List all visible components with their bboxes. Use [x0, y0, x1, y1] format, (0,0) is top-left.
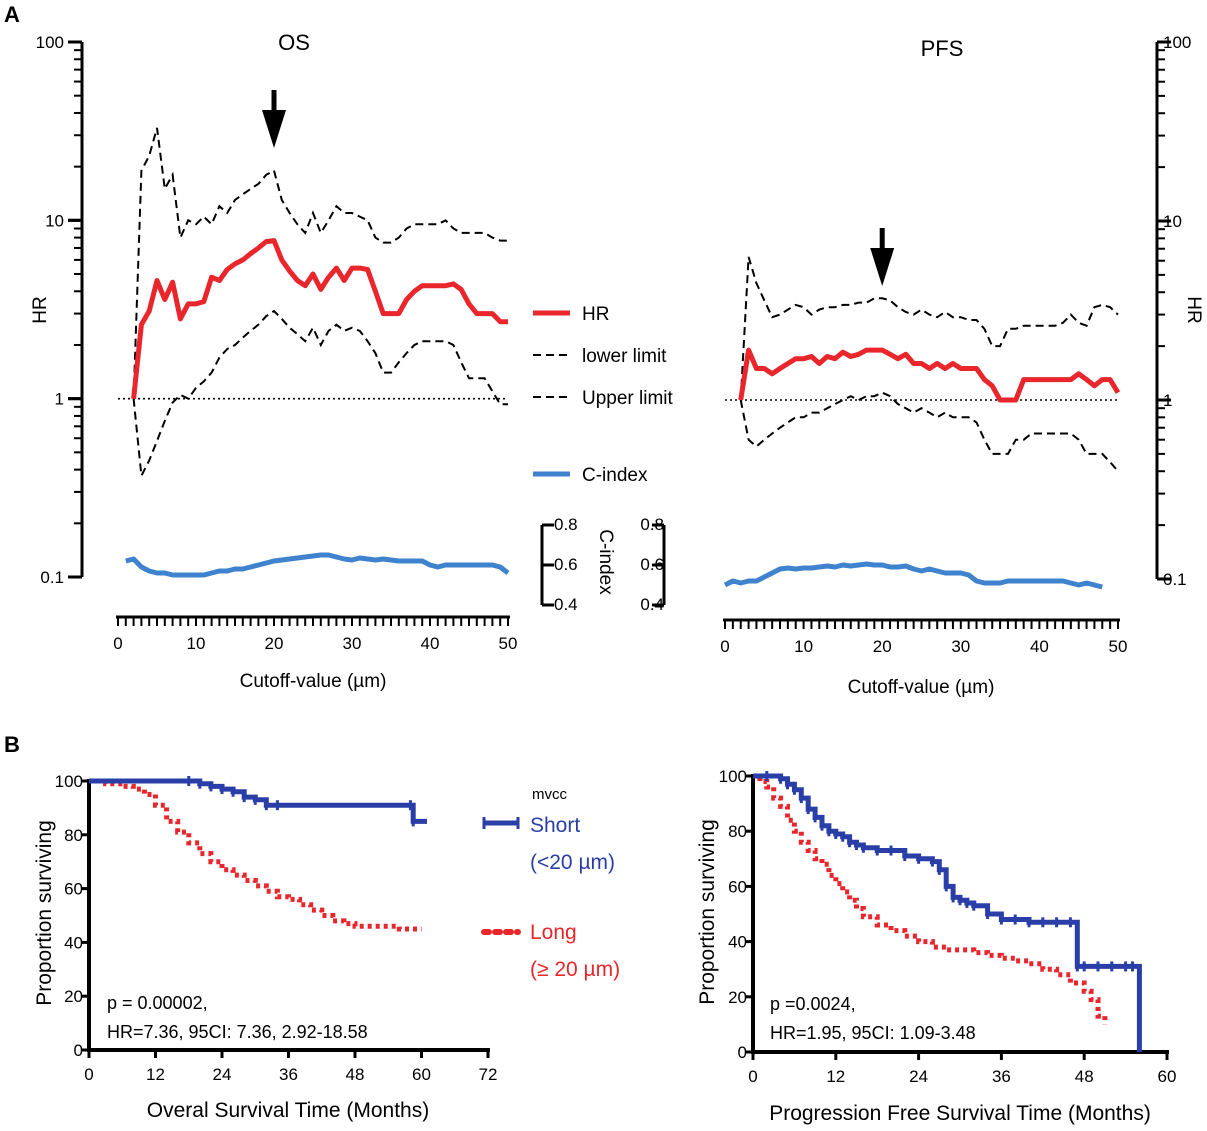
os-km-y-axis-title: Proportion surviving — [33, 820, 56, 1006]
y-tick-label: 100 — [36, 33, 64, 52]
pfs-km-hr-ci: HR=1.95, 95CI: 1.09-3.48 — [770, 1023, 976, 1043]
os-cindex-tick-label: 0.8 — [554, 515, 578, 534]
os-hr-chart: OS HR Cutoff-value (µm) 0.8 0.6 0.4 C-in… — [30, 30, 616, 692]
y-tick-label: 0 — [738, 1043, 747, 1062]
upper-limit-line — [739, 256, 1119, 401]
pfs-y-axis-title: HR — [1183, 296, 1204, 323]
pfs-km-p-value: p =0.0024, — [770, 994, 856, 1014]
arrow-head — [870, 248, 895, 286]
pfs-title: PFS — [921, 36, 964, 61]
x-tick-label: 10 — [794, 637, 813, 656]
upper-limit-line — [132, 127, 508, 399]
os-cindex-tick-label: 0.4 — [554, 595, 578, 614]
legend-b-title: mvcc — [532, 786, 567, 803]
long-curve — [89, 778, 422, 932]
legend-short-range: (<20 µm) — [530, 851, 615, 874]
x-tick-label: 48 — [1075, 1067, 1094, 1086]
x-tick-label: 48 — [346, 1065, 365, 1084]
x-tick-label: 20 — [873, 637, 892, 656]
y-tick-label: 0.1 — [40, 568, 64, 587]
legend-b: mvcc Short (<20 µm) Long (≥ 20 µm) — [481, 786, 620, 981]
y-tick-label: 10 — [45, 211, 64, 230]
legend-lower-label: lower limit — [582, 346, 667, 367]
pfs-km-y-axis-title: Proportion surviving — [696, 819, 719, 1005]
hr-line — [131, 238, 508, 399]
y-tick-label: 0 — [74, 1041, 83, 1060]
cindex-line — [723, 561, 1103, 590]
legend-long-range: (≥ 20 µm) — [530, 958, 620, 981]
x-tick-label: 12 — [146, 1065, 165, 1084]
y-tick-label: 20 — [64, 987, 83, 1006]
x-tick-label: 30 — [951, 637, 970, 656]
os-cindex-tick-label: 0.6 — [554, 555, 578, 574]
x-tick-label: 36 — [992, 1067, 1011, 1086]
y-tick-label: 1 — [55, 390, 64, 409]
legend-hr-label: HR — [582, 304, 609, 325]
x-tick-label: 40 — [1030, 637, 1049, 656]
y-tick-label: 0.1 — [1163, 570, 1187, 589]
os-cindex-axis-title: C-index — [595, 529, 616, 595]
legend-short-label: Short — [530, 814, 580, 837]
lower-limit-line — [739, 391, 1119, 472]
y-tick-label: 80 — [728, 822, 747, 841]
y-tick-label: 40 — [64, 933, 83, 952]
x-tick-label: 50 — [499, 634, 518, 653]
legend-upper-label: Upper limit — [582, 388, 674, 409]
y-tick-label: 20 — [728, 988, 747, 1007]
panel-label-b: B — [4, 732, 20, 757]
x-tick-label: 50 — [1109, 637, 1128, 656]
cindex-line — [125, 552, 510, 578]
x-tick-label: 0 — [113, 634, 122, 653]
legend-cindex-label: C-index — [582, 465, 648, 486]
x-tick-label: 40 — [421, 634, 440, 653]
os-km-chart: Overal Survival Time (Months) Proportion… — [33, 772, 497, 1122]
arrow-head — [262, 110, 286, 148]
y-tick-label: 60 — [728, 877, 747, 896]
legend-long-label: Long — [530, 921, 577, 944]
y-tick-label: 1 — [1163, 391, 1172, 410]
x-tick-label: 0 — [84, 1065, 93, 1084]
x-tick-label: 0 — [720, 637, 729, 656]
os-km-x-axis-title: Overal Survival Time (Months) — [147, 1099, 429, 1122]
x-tick-label: 24 — [909, 1067, 928, 1086]
pfs-hr-chart: PFS HR Cutoff-value (µm) 0.8 0.6 0.4 0.1… — [640, 33, 1204, 698]
short-curve — [89, 778, 427, 824]
x-tick-label: 60 — [1158, 1067, 1177, 1086]
y-tick-label: 10 — [1163, 212, 1182, 231]
pfs-x-axis-title: Cutoff-value (µm) — [848, 677, 995, 698]
os-title: OS — [278, 30, 310, 55]
y-tick-label: 100 — [1163, 33, 1191, 52]
pfs-km-x-axis-title: Progression Free Survival Time (Months) — [769, 1102, 1151, 1125]
long-curve — [753, 773, 1108, 1025]
x-tick-label: 72 — [479, 1065, 498, 1084]
legend-a: HR lower limit Upper limit C-index — [533, 304, 674, 486]
x-tick-label: 0 — [748, 1067, 757, 1086]
x-tick-label: 30 — [343, 634, 362, 653]
lower-limit-line — [132, 309, 508, 480]
y-tick-label: 100 — [55, 772, 83, 791]
panel-label-a: A — [4, 2, 20, 27]
y-tick-label: 60 — [64, 880, 83, 899]
os-x-axis-title: Cutoff-value (µm) — [240, 671, 387, 692]
x-tick-label: 24 — [213, 1065, 232, 1084]
x-tick-label: 36 — [279, 1065, 298, 1084]
y-tick-label: 80 — [64, 826, 83, 845]
x-tick-label: 10 — [187, 634, 206, 653]
os-cindex-axis: 0.8 0.6 0.4 C-index — [554, 515, 616, 614]
os-km-p-value: p = 0.00002, — [107, 993, 208, 1013]
x-tick-label: 20 — [265, 634, 284, 653]
y-tick-label: 100 — [719, 767, 747, 786]
os-km-hr-ci: HR=7.36, 95CI: 7.36, 2.92-18.58 — [107, 1022, 368, 1042]
x-tick-label: 60 — [412, 1065, 431, 1084]
pfs-km-chart: Progression Free Survival Time (Months) … — [696, 767, 1176, 1125]
hr-line — [738, 347, 1121, 403]
os-y-axis-title: HR — [30, 296, 51, 323]
y-tick-label: 40 — [728, 933, 747, 952]
x-tick-label: 12 — [826, 1067, 845, 1086]
